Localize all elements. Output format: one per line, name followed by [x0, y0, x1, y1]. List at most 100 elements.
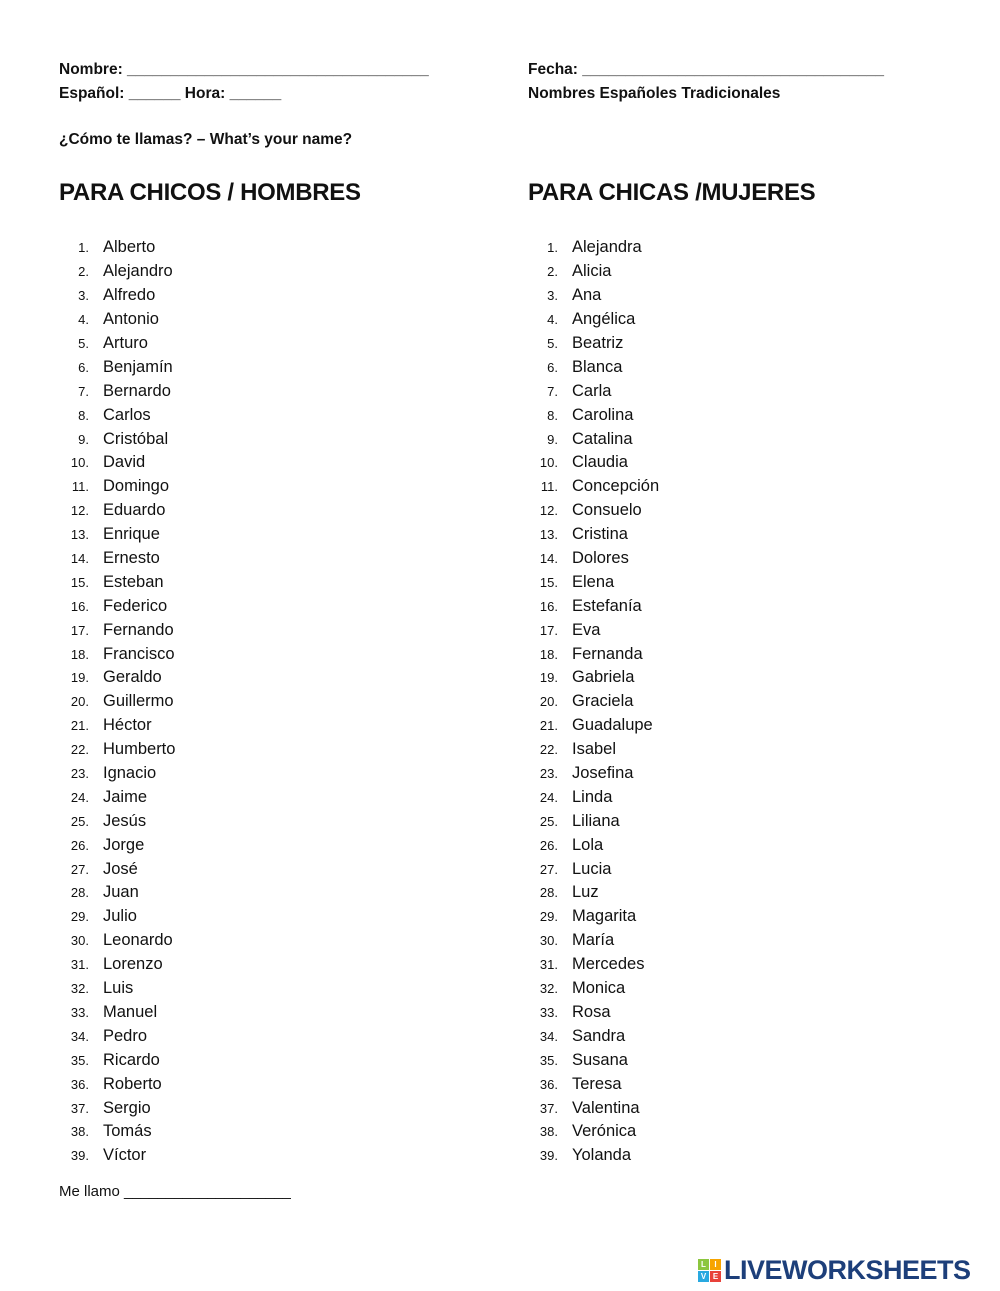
item-name: Ignacio [103, 764, 157, 783]
item-name: Graciela [572, 692, 634, 711]
item-number: 14. [70, 551, 89, 567]
item-number: 20. [70, 694, 89, 710]
item-name: Sandra [572, 1026, 626, 1045]
item-number: 12. [539, 503, 558, 519]
item-name: Josefina [572, 764, 634, 783]
list-item: 36. Teresa [528, 1072, 659, 1096]
item-number: 22. [539, 742, 558, 758]
list-item: 4. Antonio [59, 308, 175, 332]
item-name: Linda [572, 787, 613, 806]
boys-heading: PARA CHICOS / HOMBRES [59, 179, 361, 206]
item-number: 19. [539, 670, 558, 686]
item-number: 24. [70, 789, 89, 805]
list-item: 20. Graciela [528, 690, 659, 714]
list-item: 27. Lucia [528, 857, 659, 881]
espanol-hora-field: Español: ______ Hora: ______ [59, 85, 282, 102]
item-number: 35. [539, 1052, 558, 1068]
item-name: Concepción [572, 477, 660, 496]
item-name: Manuel [103, 1002, 158, 1021]
item-number: 28. [539, 885, 558, 901]
item-number: 10. [539, 455, 558, 471]
item-number: 27. [539, 861, 558, 877]
item-number: 15. [70, 574, 89, 590]
question: ¿Cómo te llamas? – What’s your name? [59, 131, 353, 148]
item-number: 21. [539, 718, 558, 734]
item-number: 23. [70, 766, 89, 782]
item-number: 5. [547, 336, 558, 351]
list-item: 2. Alejandro [59, 260, 175, 284]
list-item: 35. Ricardo [59, 1048, 175, 1072]
item-number: 8. [78, 407, 89, 423]
boys-name-list: 1. Alberto 2. Alejandro 3. Alfredo 4. Antonio 5.… [59, 236, 176, 1168]
list-item: 8. Carlos [59, 403, 175, 427]
list-item: 23. Josefina [528, 762, 659, 786]
list-item: 10. David [59, 451, 175, 475]
item-number: 19. [70, 670, 89, 686]
item-name: Tomás [103, 1122, 152, 1141]
list-item: 39. Yolanda [528, 1144, 659, 1168]
item-name: Susana [572, 1050, 628, 1069]
item-number: 2. [78, 264, 89, 280]
list-item: 28. Juan [59, 881, 175, 905]
list-item: 3. Alfredo [59, 284, 175, 308]
list-item: 9. Cristóbal [59, 427, 175, 451]
list-item: 13. Cristina [528, 523, 659, 547]
item-name: Bernardo [103, 381, 171, 400]
item-number: 29. [539, 909, 558, 925]
item-name: Liliana [572, 811, 620, 830]
item-number: 20. [539, 694, 558, 710]
item-name: Angélica [572, 310, 636, 329]
logo-text: LIVEWORKSHEETS [724, 1255, 971, 1285]
item-name: Enrique [103, 525, 160, 544]
list-item: 12. Consuelo [528, 499, 659, 523]
list-item: 2. Alicia [528, 260, 659, 284]
list-item: 11. Domingo [59, 475, 175, 499]
item-number: 32. [70, 981, 89, 997]
item-name: Ernesto [103, 549, 160, 568]
list-item: 7. Carla [528, 379, 659, 403]
item-name: Lola [572, 835, 604, 854]
item-number: 17. [70, 622, 89, 638]
item-number: 27. [70, 861, 89, 877]
item-number: 18. [70, 646, 89, 662]
list-item: 25. Jesús [59, 809, 175, 833]
item-name: Arturo [103, 334, 148, 352]
item-name: Carla [572, 381, 612, 400]
item-number: 11. [71, 479, 89, 495]
item-name: Alejandra [572, 238, 642, 257]
list-item: 25. Liliana [528, 809, 659, 833]
list-item: 3. Ana [528, 284, 659, 308]
item-name: Jaime [103, 787, 148, 806]
item-number: 1. [78, 240, 89, 256]
item-number: 30. [539, 933, 558, 949]
item-name: Luis [103, 979, 134, 998]
item-name: Julio [103, 907, 137, 926]
item-name: Jesús [103, 811, 147, 830]
item-number: 38. [539, 1124, 558, 1140]
item-name: Luz [572, 883, 599, 902]
item-name: Geraldo [103, 668, 162, 687]
item-number: 22. [70, 742, 89, 758]
item-number: 7. [78, 383, 89, 399]
item-name: Eduardo [103, 501, 166, 520]
item-name: Jorge [103, 835, 145, 854]
list-item: 37. Sergio [59, 1096, 175, 1120]
list-item: 37. Valentina [528, 1096, 659, 1120]
item-number: 17. [539, 622, 558, 638]
girls-name-list: 1. Alejandra 2. Alicia 3. Ana 4. Angélica 5. Beat… [528, 236, 659, 1168]
item-number: 26. [70, 837, 89, 853]
item-number: 21. [70, 718, 89, 734]
item-name: Guillermo [103, 692, 174, 711]
list-item: 30. María [528, 929, 659, 953]
item-name: Dolores [572, 549, 629, 568]
list-item: 24. Jaime [59, 785, 175, 809]
list-item: 11. Concepción [528, 475, 659, 499]
item-number: 24. [539, 789, 558, 805]
list-item: 14. Ernesto [59, 547, 175, 571]
item-number: 29. [70, 909, 89, 925]
list-item: 1. Alberto [59, 236, 175, 260]
list-item: 33. Rosa [528, 1001, 659, 1025]
item-name: Gabriela [572, 668, 635, 687]
item-number: 30. [70, 933, 89, 949]
list-item: 7. Bernardo [59, 379, 175, 403]
